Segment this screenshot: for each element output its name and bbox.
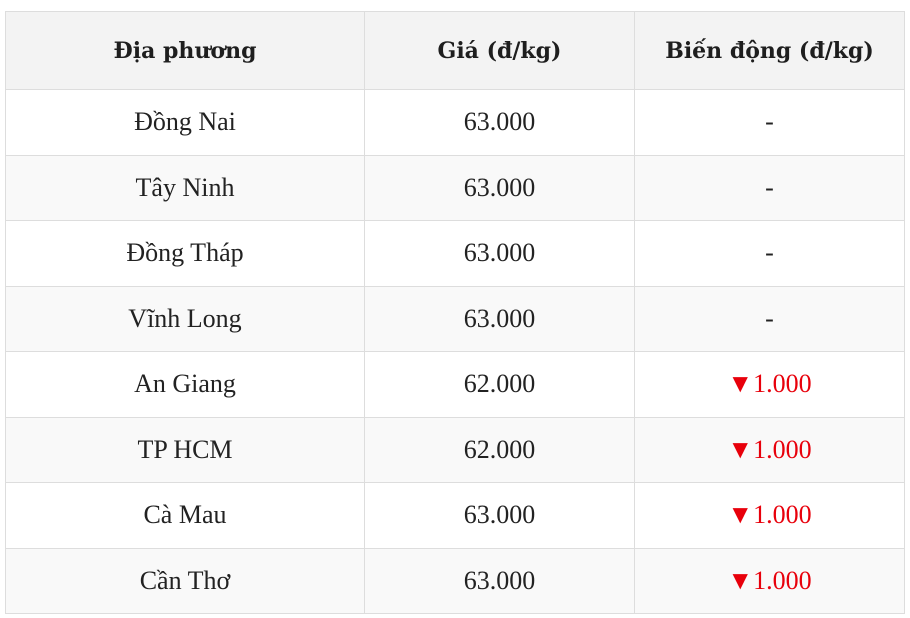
- location-cell: Đồng Nai: [5, 89, 365, 156]
- change-cell: -: [634, 220, 905, 287]
- price-cell: 63.000: [364, 285, 635, 352]
- table-row: Vĩnh Long 63.000-: [5, 285, 905, 352]
- change-cell: ▼1.000: [634, 351, 905, 418]
- table-row: An Giang 62.000 ▼1.000: [5, 351, 905, 418]
- location-cell: Cần Thơ: [5, 547, 365, 614]
- table-row: TP HCM 62.000 ▼1.000: [5, 416, 905, 483]
- price-table: Địa phương Giá (đ/kg) Biến động (đ/kg) Đ…: [5, 11, 905, 614]
- price-cell: 63.000: [364, 89, 635, 156]
- header-location: Địa phương: [5, 11, 365, 90]
- price-cell: 63.000: [364, 220, 635, 287]
- location-cell: Đồng Tháp: [5, 220, 365, 287]
- table-row: Đồng Tháp 63.000-: [5, 220, 905, 287]
- change-cell: ▼1.000: [634, 547, 905, 614]
- price-cell: 62.000: [364, 351, 635, 418]
- location-cell: Cà Mau: [5, 482, 365, 549]
- location-cell: Vĩnh Long: [5, 285, 365, 352]
- price-cell: 63.000: [364, 154, 635, 221]
- price-cell: 63.000: [364, 482, 635, 549]
- change-cell: -: [634, 89, 905, 156]
- change-cell: -: [634, 154, 905, 221]
- table-row: Cà Mau 63.000 ▼1.000: [5, 482, 905, 549]
- location-cell: Tây Ninh: [5, 154, 365, 221]
- change-cell: ▼1.000: [634, 416, 905, 483]
- table-row: Tây Ninh 63.000-: [5, 154, 905, 221]
- header-change: Biến động (đ/kg): [634, 11, 905, 90]
- table-row: Cần Thơ 63.000 ▼1.000: [5, 547, 905, 614]
- change-cell: -: [634, 285, 905, 352]
- price-cell: 62.000: [364, 416, 635, 483]
- location-cell: An Giang: [5, 351, 365, 418]
- header-price: Giá (đ/kg): [364, 11, 635, 90]
- header-row: Địa phương Giá (đ/kg) Biến động (đ/kg): [5, 11, 905, 90]
- change-cell: ▼1.000: [634, 482, 905, 549]
- price-cell: 63.000: [364, 547, 635, 614]
- location-cell: TP HCM: [5, 416, 365, 483]
- table-row: Đồng Nai 63.000-: [5, 89, 905, 156]
